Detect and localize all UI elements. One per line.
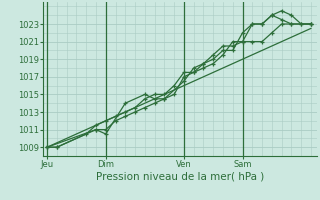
X-axis label: Pression niveau de la mer( hPa ): Pression niveau de la mer( hPa )	[96, 172, 264, 182]
